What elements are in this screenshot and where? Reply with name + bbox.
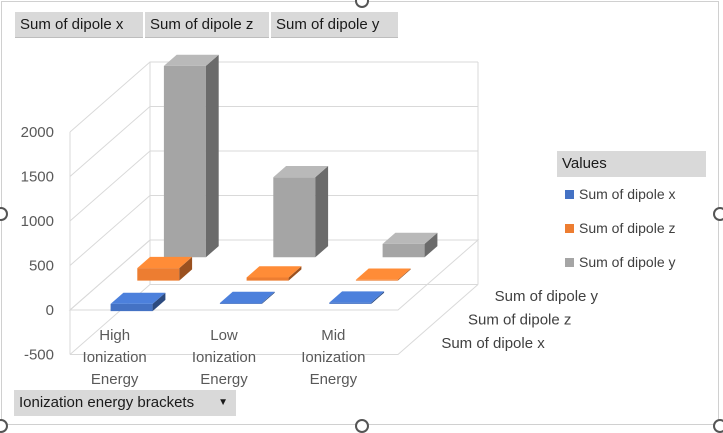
- legend-item-dipole-y[interactable]: Sum of dipole y: [557, 245, 706, 279]
- bar-top: [137, 256, 193, 269]
- floor-bottom: [70, 284, 479, 355]
- legend-label: Sum of dipole x: [579, 186, 676, 202]
- field-button-dipole-x[interactable]: Sum of dipole x: [15, 12, 143, 38]
- category-label-line: Ionization: [192, 349, 256, 366]
- bar[interactable]: [382, 232, 438, 258]
- legend: Values Sum of dipole x Sum of dipole z S…: [557, 151, 706, 279]
- legend-swatch-dipole-z: [565, 224, 574, 233]
- bar-top: [273, 166, 329, 178]
- bar-front: [329, 302, 372, 304]
- bar[interactable]: [110, 292, 166, 312]
- axis-field-button[interactable]: Ionization energy brackets ▼: [14, 390, 236, 416]
- bar[interactable]: [163, 54, 219, 258]
- bar-top: [163, 54, 219, 66]
- resize-handle-bottom-right[interactable]: [713, 419, 723, 433]
- legend-label: Sum of dipole y: [579, 254, 676, 270]
- bar-front: [110, 303, 153, 312]
- bar-front: [246, 277, 289, 281]
- category-label-line: Ionization: [301, 349, 365, 366]
- category-label-line: Low: [210, 327, 238, 344]
- field-button-dipole-z[interactable]: Sum of dipole z: [145, 12, 269, 38]
- resize-handle-left[interactable]: [0, 207, 8, 221]
- bar[interactable]: [137, 256, 193, 281]
- y-tick-label: 500: [29, 258, 54, 275]
- bar-top: [382, 232, 438, 244]
- bar-top: [355, 268, 411, 280]
- category-label-line: Energy: [200, 371, 248, 388]
- bar-side: [424, 232, 438, 258]
- legend-item-dipole-x[interactable]: Sum of dipole x: [557, 177, 706, 211]
- bar-front: [355, 279, 398, 281]
- bar-front: [163, 65, 206, 258]
- resize-handle-top[interactable]: [355, 0, 369, 8]
- bar-top: [246, 266, 302, 278]
- bar-front: [137, 268, 180, 281]
- series-axis-label: Sum of dipole y: [495, 288, 599, 305]
- bar-side: [315, 166, 329, 258]
- category-label: Low Ionization Energy: [192, 327, 256, 388]
- axis-field-label: Ionization energy brackets: [19, 394, 195, 411]
- bar-side: [179, 256, 193, 281]
- gridline: [69, 61, 478, 133]
- category-label-line: Ionization: [83, 349, 147, 366]
- bar-side: [397, 268, 411, 281]
- bar[interactable]: [246, 266, 302, 281]
- category-label: Mid Ionization Energy: [301, 327, 365, 388]
- bar-side: [288, 266, 302, 281]
- legend-swatch-dipole-y: [565, 258, 574, 267]
- bar-side: [261, 291, 275, 304]
- category-label-line: High: [99, 327, 130, 344]
- category-label-line: Mid: [321, 327, 345, 344]
- bar[interactable]: [329, 291, 385, 304]
- resize-handle-bottom[interactable]: [355, 419, 369, 433]
- bar[interactable]: [219, 291, 275, 304]
- bar-side: [205, 54, 219, 258]
- bar-front: [382, 243, 425, 258]
- series-axis-label: Sum of dipole z: [468, 312, 571, 329]
- bar-front: [219, 303, 262, 304]
- category-label: High Ionization Energy: [83, 327, 147, 388]
- category-label-line: Energy: [310, 371, 358, 388]
- gridline: [69, 106, 478, 177]
- field-button-dipole-y[interactable]: Sum of dipole y: [271, 12, 398, 38]
- bar[interactable]: [273, 166, 329, 258]
- legend-title[interactable]: Values: [557, 151, 706, 177]
- resize-handle-bottom-left[interactable]: [0, 419, 8, 433]
- gridline: [69, 195, 478, 266]
- gridline: [69, 284, 478, 355]
- bar-front: [273, 177, 316, 258]
- category-label-line: Energy: [91, 371, 139, 388]
- gridline: [69, 239, 478, 311]
- y-tick-label: 2000: [21, 124, 54, 141]
- bar-side: [152, 292, 166, 312]
- bar-top: [329, 291, 385, 303]
- y-tick-label: -500: [24, 347, 54, 364]
- dropdown-arrow-icon: ▼: [218, 397, 228, 408]
- bar-top: [219, 291, 275, 303]
- bar-top: [110, 292, 166, 304]
- y-tick-label: 0: [46, 302, 54, 319]
- legend-item-dipole-z[interactable]: Sum of dipole z: [557, 211, 706, 245]
- series-axis-label: Sum of dipole x: [441, 335, 545, 352]
- y-tick-label: 1500: [21, 169, 54, 186]
- legend-swatch-dipole-x: [565, 190, 574, 199]
- gridline: [69, 150, 478, 222]
- bar-side: [371, 291, 385, 304]
- resize-handle-right[interactable]: [713, 207, 723, 221]
- y-tick-label: 1000: [21, 213, 54, 230]
- legend-label: Sum of dipole z: [579, 220, 676, 236]
- bar[interactable]: [355, 268, 411, 281]
